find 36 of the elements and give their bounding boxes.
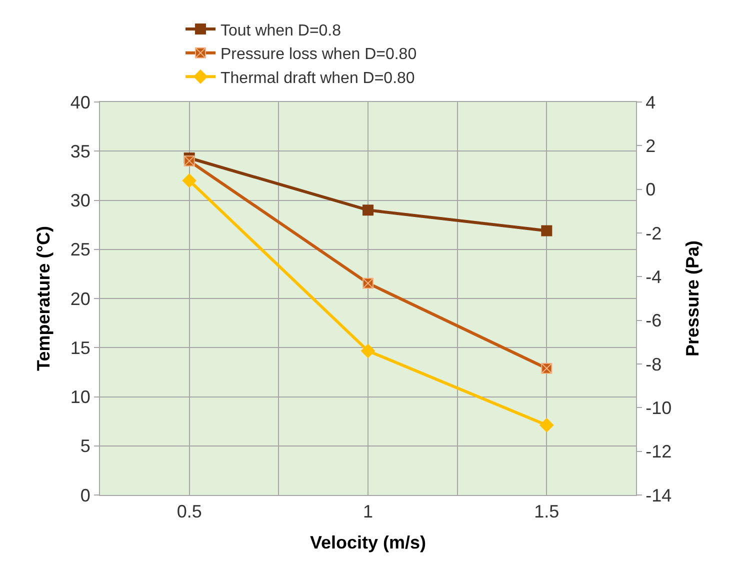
y-tick-label: 30 [70,190,90,211]
y-tick-label: 40 [70,92,90,112]
y-tick-label: 35 [70,141,90,162]
y2-tick-label: 2 [646,136,656,156]
y2-axis-title: Pressure (Pa) [682,240,703,357]
point [182,174,196,188]
point [541,362,552,374]
legend-label: Thermal draft when D=0.80 [220,70,415,87]
y2-tick-label: -6 [646,310,662,331]
y-tick-label: 5 [80,436,90,456]
legend-label: Pressure loss when D=0.80 [220,46,417,64]
y-tick-label: 15 [70,338,90,358]
x-tick-label: 1 [362,502,374,522]
x-tick-label: 0.5 [176,502,202,522]
point [362,278,374,289]
y2-tick-label: 4 [646,92,656,112]
point [184,155,195,166]
y2-tick-label: -8 [646,354,662,374]
x-tick-label: 1.5 [534,502,560,522]
y-tick-label: 10 [70,387,90,408]
legend-label: Tout when D=0.8 [220,22,342,40]
y2-tick-label: -12 [646,442,672,462]
y-tick-label: 0 [80,485,90,506]
point [362,204,374,216]
y-tick-label: 20 [70,288,90,309]
point [361,344,375,358]
y2-tick-label: -10 [646,398,672,418]
y-tick-label: 25 [70,240,90,260]
point [541,225,552,236]
y2-tick-label: -2 [646,223,662,244]
x-axis-title: Velocity (m/s) [310,532,426,553]
point [540,418,554,432]
y2-tick-label: -14 [646,485,672,506]
y-axis-title: Temperature (°C) [34,226,54,371]
y2-tick-label: -4 [646,266,662,287]
y2-tick-label: 0 [646,180,656,200]
